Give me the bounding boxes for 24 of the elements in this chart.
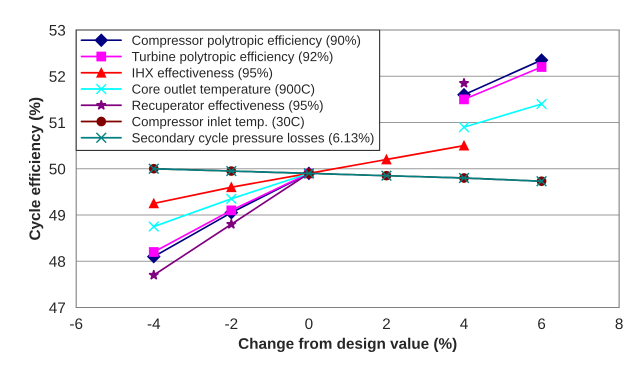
y-tick-label: 48 xyxy=(49,256,66,267)
y-tick-label: 51 xyxy=(49,118,66,128)
y-tick-label: 53 xyxy=(49,24,66,36)
x-tick-label: -4 xyxy=(148,318,160,329)
legend-label: Compressor polytropic efficiency (90%) xyxy=(132,35,360,48)
legend-label: IHX effectiveness (95%) xyxy=(132,68,272,80)
legend-label: Recuperator effectiveness (95%) xyxy=(132,100,323,113)
x-tick-label: 2 xyxy=(382,318,390,329)
legend-label: Turbine polytropic efficiency (92%) xyxy=(132,52,332,64)
y-tick-label: 47 xyxy=(49,302,66,314)
y-tick-label: 50 xyxy=(49,164,66,174)
legend-label: Core outlet temperature (900C) xyxy=(132,84,314,96)
y-axis-title: Cycle efficiency (%) xyxy=(28,98,44,240)
x-tick-label: -2 xyxy=(225,318,238,329)
y-tick-label: 52 xyxy=(49,71,66,82)
x-tick-label: -6 xyxy=(70,318,82,330)
legend-label: Secondary cycle pressure losses (6.13%) xyxy=(132,132,374,146)
x-tick-label: 0 xyxy=(305,318,313,330)
legend-label: Compressor inlet temp. (30C) xyxy=(132,116,304,129)
x-tick-label: 8 xyxy=(616,318,623,330)
x-tick-label: 4 xyxy=(460,318,468,329)
x-tick-label: 6 xyxy=(538,318,546,330)
x-axis-title: Change from design value (%) xyxy=(238,338,456,352)
y-tick-label: 49 xyxy=(49,210,66,221)
